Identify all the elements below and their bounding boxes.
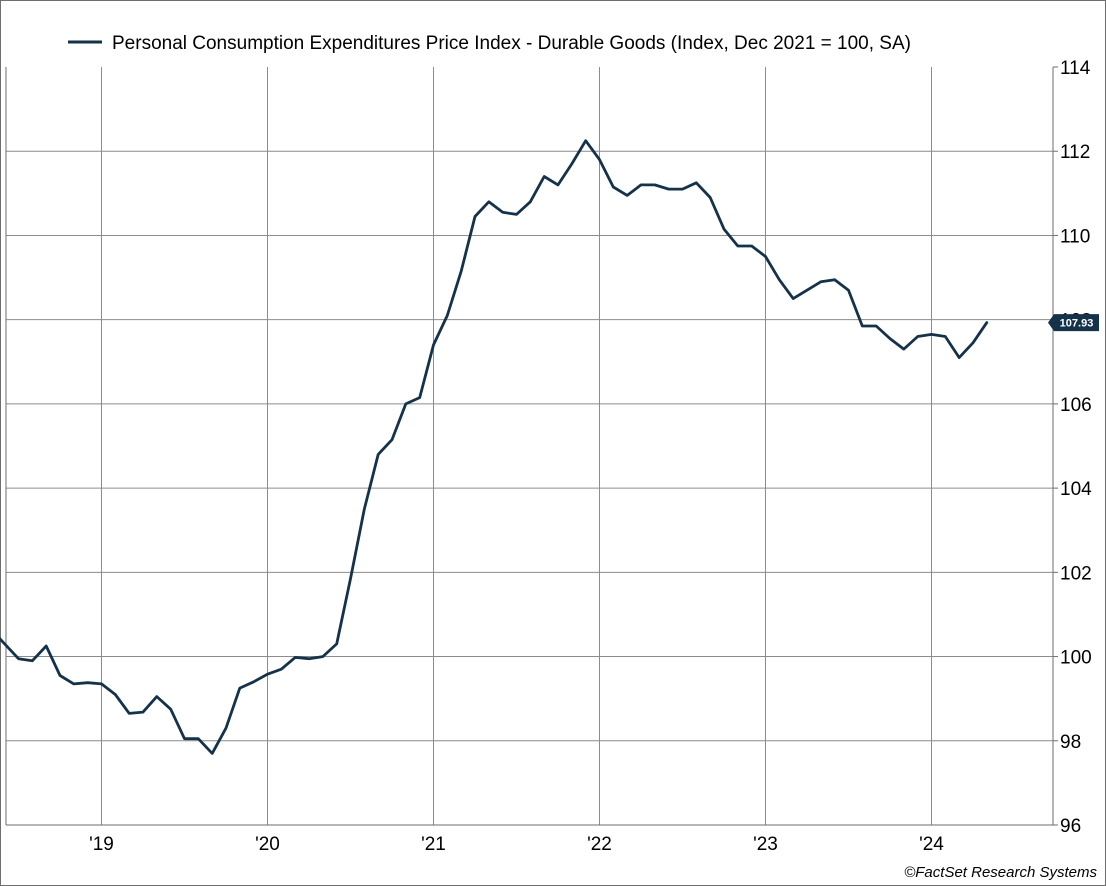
- series-line: [0, 139, 989, 755]
- y-tick-label: 100: [1060, 648, 1092, 669]
- x-tick-label: '23: [753, 834, 778, 855]
- source-credit: ©FactSet Research Systems: [904, 864, 1097, 881]
- y-tick-label: 106: [1060, 395, 1092, 416]
- x-tick-label: '21: [421, 834, 446, 855]
- x-axis: '19 '20 '21 '22 '23 '24: [89, 834, 944, 855]
- legend-label: Personal Consumption Expenditures Price …: [112, 33, 911, 54]
- x-tick-label: '24: [919, 834, 944, 855]
- y-tick-label: 96: [1060, 816, 1081, 837]
- legend: Personal Consumption Expenditures Price …: [68, 33, 911, 54]
- y-tick-label: 112: [1060, 142, 1090, 163]
- y-tick-label: 104: [1060, 479, 1092, 500]
- x-tick-label: '19: [89, 834, 114, 855]
- y-tick-label: 110: [1060, 226, 1090, 247]
- y-tick-label: 114: [1060, 58, 1091, 79]
- last-value-label: 107.93: [1048, 314, 1099, 332]
- last-value-badge: [1048, 314, 1099, 332]
- series-layer: [0, 139, 989, 755]
- y-tick-label: 102: [1060, 563, 1092, 584]
- last-value-text: 107.93: [1060, 318, 1094, 330]
- grid: [5, 67, 1054, 826]
- x-tick-label: '20: [255, 834, 280, 855]
- y-tick-label: 98: [1060, 732, 1081, 753]
- x-tick-label: '22: [587, 834, 612, 855]
